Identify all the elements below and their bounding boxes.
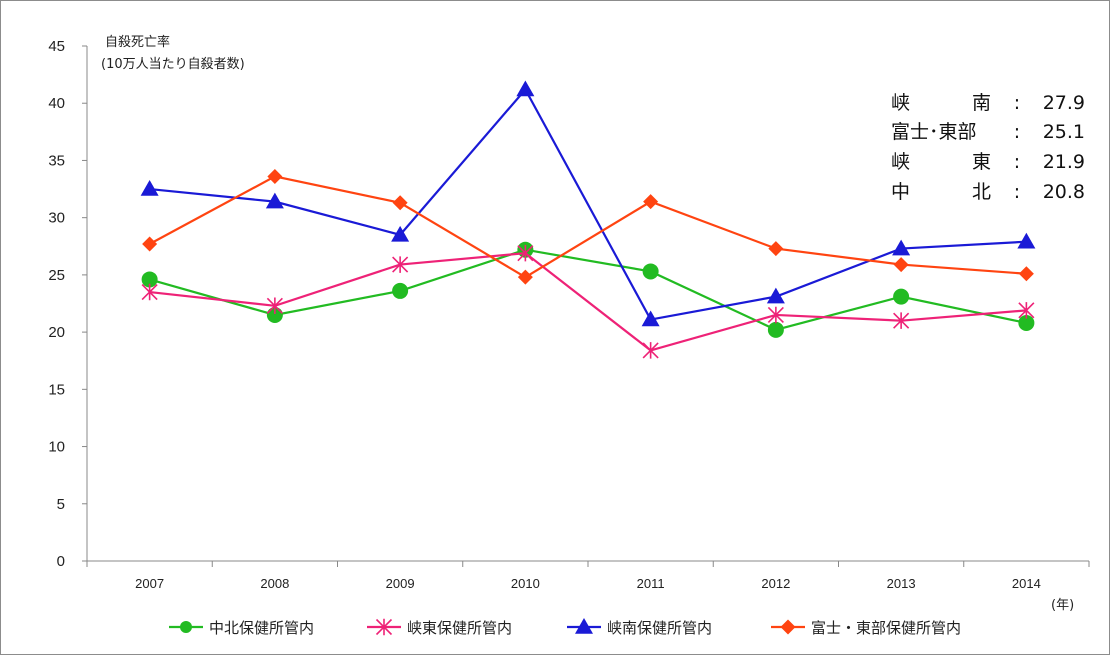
annotation-name-suffix: 南 xyxy=(972,92,991,114)
y-tick-label: 35 xyxy=(48,152,65,169)
legend-item: 富士・東部保健所管内 xyxy=(771,619,961,637)
y-tick-label: 25 xyxy=(48,267,65,284)
y-tick-label: 15 xyxy=(48,381,65,398)
value-annotations: 峡南:27.9富士･東部:25.1峡東:21.9中北:20.8 xyxy=(891,92,1085,203)
x-axis-unit: (年) xyxy=(1051,598,1074,613)
series-line xyxy=(149,87,1027,321)
data-point xyxy=(767,321,784,338)
series-line xyxy=(149,248,1027,331)
y-axis-label-line2: (10万人当たり自殺者数) xyxy=(101,57,245,72)
data-point xyxy=(642,342,659,359)
annotation-name: 中 xyxy=(891,181,910,203)
x-tick-label: 2012 xyxy=(761,576,790,591)
data-point xyxy=(142,236,158,252)
annotation-separator: : xyxy=(1014,181,1020,203)
data-point xyxy=(892,239,911,256)
x-tick-label: 2008 xyxy=(260,576,289,591)
x-tick-label: 2014 xyxy=(1012,576,1041,591)
data-point xyxy=(392,256,409,273)
data-point xyxy=(642,263,659,280)
y-tick-label: 30 xyxy=(48,210,65,227)
y-tick-label: 45 xyxy=(48,38,65,55)
data-point xyxy=(392,282,409,299)
data-point xyxy=(517,244,534,262)
annotation-value: 27.9 xyxy=(1043,92,1085,114)
annotation-name: 峡 xyxy=(891,151,910,173)
y-tick-label: 0 xyxy=(57,553,65,570)
x-tick-label: 2010 xyxy=(511,576,540,591)
x-tick-label: 2007 xyxy=(135,576,164,591)
legend-marker xyxy=(575,618,593,634)
data-point xyxy=(643,194,659,210)
data-point xyxy=(141,271,158,288)
data-point xyxy=(266,306,283,323)
series-line xyxy=(149,252,1027,352)
data-point xyxy=(517,269,533,285)
legend-marker xyxy=(780,619,796,635)
data-point xyxy=(265,192,284,209)
data-point xyxy=(1018,314,1035,331)
annotation-separator: : xyxy=(1014,121,1020,143)
legend-label: 富士・東部保健所管内 xyxy=(811,619,961,637)
data-point xyxy=(1017,232,1036,249)
annotation-separator: : xyxy=(1014,92,1020,114)
y-tick-label: 10 xyxy=(48,439,65,456)
annotation-name: 峡 xyxy=(891,92,910,114)
series-3 xyxy=(140,80,1036,327)
annotation-separator: : xyxy=(1014,151,1020,173)
series-4 xyxy=(142,168,1034,285)
data-point xyxy=(766,287,785,304)
annotation-name-suffix: 東 xyxy=(972,151,991,173)
x-tick-label: 2011 xyxy=(637,576,665,591)
series-line xyxy=(149,175,1027,279)
series-layer xyxy=(140,80,1036,359)
data-point xyxy=(767,306,784,324)
axes: 0 5 10 15 20 25 30 35 40 45 2007 2008 2009 2010 2011 20… xyxy=(48,38,1090,591)
data-point xyxy=(1018,302,1035,319)
data-point xyxy=(641,310,660,327)
data-point xyxy=(141,283,158,301)
legend-marker xyxy=(180,621,192,633)
legend-marker xyxy=(375,618,393,636)
data-point xyxy=(266,297,283,315)
y-tick-label: 5 xyxy=(57,496,65,513)
legend-item: 峡南保健所管内 xyxy=(567,618,712,637)
series-1 xyxy=(141,241,1035,338)
data-point xyxy=(893,288,910,305)
data-point xyxy=(1018,266,1034,282)
y-axis-label-line1: 自殺死亡率 xyxy=(105,34,170,50)
data-point xyxy=(516,80,535,97)
legend-item: 中北保健所管内 xyxy=(169,619,314,637)
annotation-name: 富士･東部 xyxy=(891,121,977,143)
legend-label: 峡南保健所管内 xyxy=(607,619,712,637)
annotation-value: 25.1 xyxy=(1043,121,1085,143)
data-point xyxy=(140,180,159,196)
annotation-value: 21.9 xyxy=(1043,151,1085,173)
data-point xyxy=(391,225,410,242)
data-point xyxy=(893,312,910,329)
y-tick-label: 20 xyxy=(48,324,65,341)
legend: 中北保健所管内 峡東保健所管内 峡南保健所管内 富士・東部保健所管内 xyxy=(169,618,961,637)
annotation-name-suffix: 北 xyxy=(972,181,991,203)
x-tick-label: 2013 xyxy=(887,576,916,591)
data-point xyxy=(267,168,283,184)
data-point xyxy=(893,257,909,273)
annotation-value: 20.8 xyxy=(1043,181,1085,203)
legend-label: 峡東保健所管内 xyxy=(407,619,512,637)
data-point xyxy=(768,241,784,257)
x-tick-label: 2009 xyxy=(386,576,415,591)
legend-item: 峡東保健所管内 xyxy=(367,618,512,637)
y-tick-label: 40 xyxy=(48,95,65,112)
series-2 xyxy=(141,244,1035,359)
legend-label: 中北保健所管内 xyxy=(209,619,314,637)
data-point xyxy=(392,195,408,211)
